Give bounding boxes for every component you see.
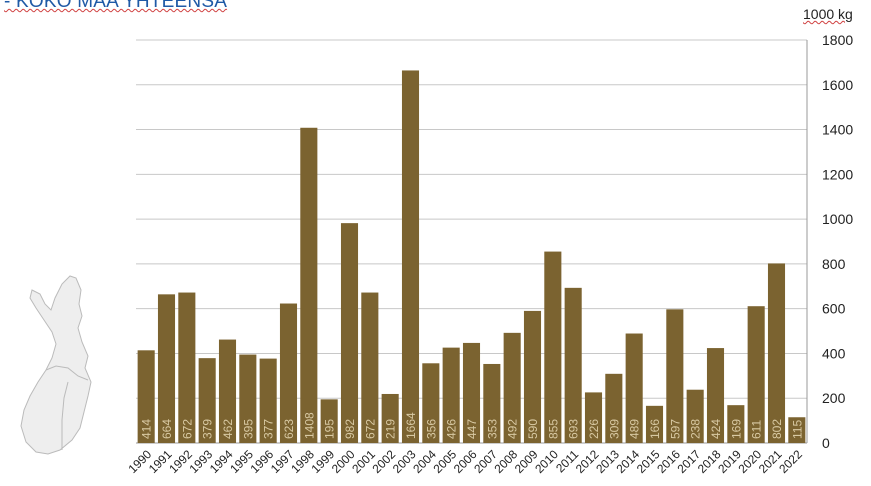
bar-2005 [442,347,460,443]
bar-value-label: 664 [160,419,174,439]
bar-value-label: 226 [587,419,601,439]
bar-value-label: 693 [567,419,581,439]
bar-2017 [686,389,704,443]
bar-value-label: 672 [180,419,194,439]
bar-2020 [747,306,765,443]
y-tick-label: 1400 [822,122,853,138]
bar-2004 [422,363,440,443]
bar-2021 [767,263,786,443]
bar-value-label: 489 [628,419,642,439]
bar-value-label: 611 [750,420,764,439]
bar-2006 [462,342,481,443]
bar-2022 [788,417,806,443]
bar-1998 [300,127,318,444]
bar-value-label: 353 [485,419,499,439]
bar-value-label: 982 [343,419,357,439]
y-tick-label: 400 [822,345,846,361]
bar-value-label: 356 [424,419,438,439]
bar-1994 [218,339,237,443]
bar-2011 [564,287,582,443]
bar-1992 [178,292,196,443]
y-tick-label: 1200 [822,166,853,182]
bar-value-label: 195 [323,419,337,439]
y-axis-ticks: 0 200 400 600 800 1000 1200 1400 1600 1800 [822,32,853,451]
region-border [61,381,69,450]
bar-value-label: 219 [384,419,398,439]
bar-1990 [137,350,155,443]
bar-value-label: 672 [363,419,377,439]
chart-title: - KOKO MAA YHTEENSÄ [4,0,228,12]
x-tick-label: 2022 [776,447,805,476]
bar-value-label: 166 [648,419,662,439]
bar-2007 [483,363,501,443]
bar-1993 [198,358,216,443]
finland-outline [20,275,92,455]
bar-value-label: 379 [201,419,215,439]
bar-2014 [625,333,643,443]
region-border [45,365,89,381]
y-tick-label: 1600 [822,77,853,93]
bar-value-label: 377 [262,419,276,439]
bar-2016 [666,309,684,443]
bar-value-label: 414 [140,419,154,439]
bar-value-labels: 414 664 672 379 462 395 377 623 1408 195 982 672 219… [140,412,805,439]
bar-2009 [523,310,542,443]
bar-value-label: 623 [282,419,296,439]
bar-2012 [584,392,603,443]
bar-2000 [340,223,359,443]
bar-2018 [706,348,725,443]
x-axis-ticks: 1990199119921993199419951996199719981999… [126,447,806,476]
bar-2013 [605,373,623,443]
bar-value-label: 309 [607,419,621,439]
bar-value-label: 597 [668,419,682,439]
bar-value-label: 590 [526,419,540,439]
bar-value-label: 1408 [302,412,316,439]
y-tick-label: 800 [822,256,846,272]
bar-2015 [645,405,664,443]
bar-value-label: 462 [221,419,235,439]
bar-value-label: 238 [689,419,703,439]
bar-1997 [279,303,298,443]
bar-value-label: 855 [546,419,560,439]
bars [137,70,806,444]
y-tick-label: 0 [822,435,830,451]
bar-1996 [259,358,277,443]
bar-value-label: 424 [709,419,723,439]
bar-2001 [361,292,379,443]
y-tick-label: 200 [822,390,846,406]
bar-value-label: 115 [790,420,804,439]
bar-1995 [239,354,257,443]
bar-1991 [157,294,176,443]
y-tick-label: 1800 [822,32,853,48]
bar-value-label: 802 [770,419,784,439]
bar-value-label: 492 [506,419,520,439]
bar-2003 [401,70,420,444]
bar-2010 [544,251,562,443]
bar-2002 [381,393,399,443]
bar-2019 [727,405,745,443]
finland-map-icon [20,275,92,455]
y-tick-label: 1000 [822,211,853,227]
bar-1999 [320,399,338,443]
bar-value-label: 395 [241,419,255,439]
y-axis-unit-label: 1000 kg [803,6,853,22]
bar-value-label: 1664 [404,412,418,439]
bar-2008 [503,332,521,443]
bar-value-label: 426 [445,419,459,439]
y-tick-label: 600 [822,301,846,317]
bar-value-label: 447 [465,419,479,439]
bar-value-label: 169 [729,419,743,439]
